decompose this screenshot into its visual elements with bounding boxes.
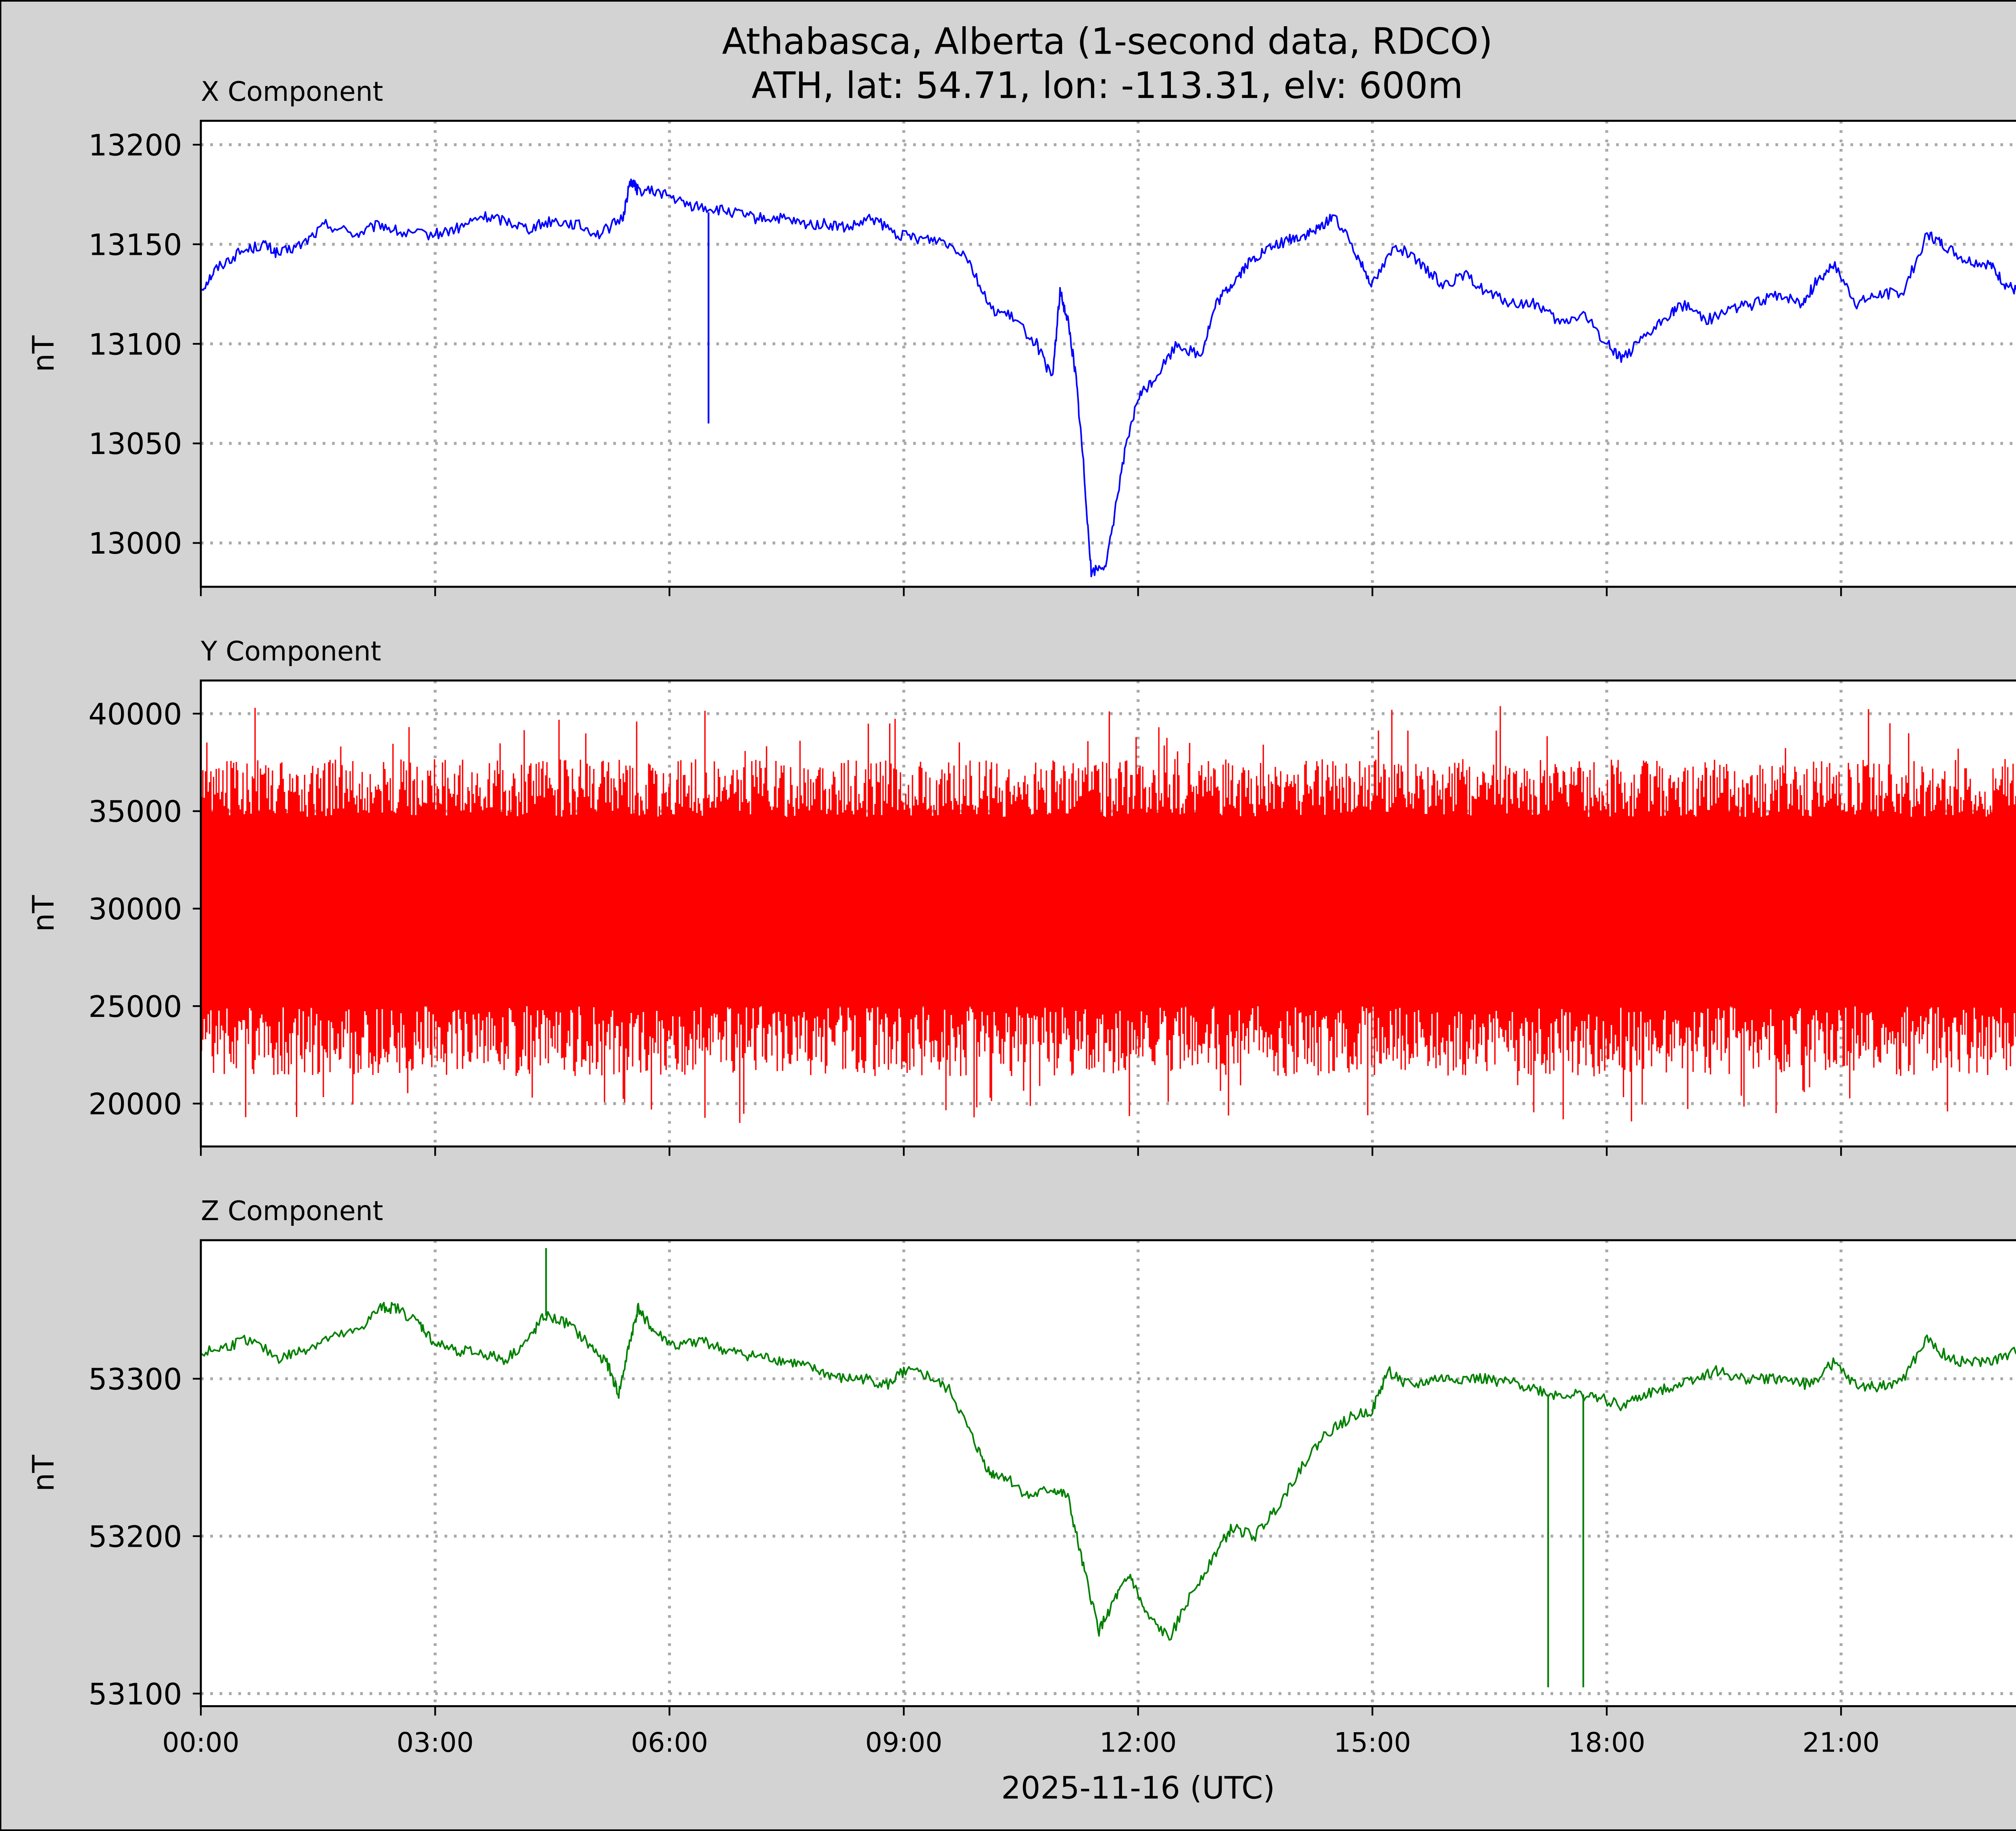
y-component-x-ticks bbox=[200, 1146, 1842, 1156]
y-component-y-tick-label: 25000 bbox=[88, 990, 182, 1024]
z-component-y-tick-label: 53200 bbox=[88, 1520, 182, 1554]
z-component-y-tick-label: 53300 bbox=[88, 1362, 182, 1397]
x-tick-label: 18:00 bbox=[1568, 1727, 1645, 1758]
x-component-y-tick-label: 13100 bbox=[88, 327, 182, 362]
x-tick-label: 21:00 bbox=[1802, 1727, 1879, 1758]
z-component-frame bbox=[200, 1239, 2016, 1707]
x-component-panel: X Component 13000 13050 13100 13150 13200 nT bbox=[27, 76, 2016, 596]
z-component-spikes bbox=[545, 1248, 1584, 1687]
x-component-y-tick-label: 13150 bbox=[88, 228, 182, 262]
x-tick-label: 09:00 bbox=[865, 1727, 942, 1758]
x-component-grid bbox=[201, 121, 2016, 587]
y-component-line bbox=[201, 706, 2016, 1123]
z-component-y-ticks: 53100 53200 53300 bbox=[88, 1362, 201, 1712]
y-component-y-tick-label: 40000 bbox=[88, 697, 182, 731]
x-component-ylabel: nT bbox=[27, 335, 61, 372]
y-component-y-ticks: 20000 25000 30000 35000 40000 bbox=[88, 697, 201, 1122]
y-component-panel: Y Component 20000 25000 30000 35000 40000 nT bbox=[27, 635, 2016, 1156]
z-component-panel: Z Component 53100 53200 53300 00:00 03:00 06… bbox=[27, 1195, 2016, 1758]
x-component-y-tick-label: 13000 bbox=[88, 527, 182, 561]
z-component-y-tick-label: 53100 bbox=[88, 1677, 182, 1712]
x-component-y-ticks: 13000 13050 13100 13150 13200 bbox=[88, 128, 201, 561]
y-component-y-tick-label: 35000 bbox=[88, 795, 182, 829]
x-axis-label: 2025-11-16 (UTC) bbox=[1001, 1771, 1275, 1806]
x-tick-label: 12:00 bbox=[1100, 1727, 1177, 1758]
y-component-ylabel: nT bbox=[27, 895, 61, 932]
x-component-y-tick-label: 13200 bbox=[88, 128, 182, 162]
z-component-line bbox=[200, 1302, 2016, 1641]
y-component-y-tick-label: 30000 bbox=[88, 892, 182, 927]
x-component-line bbox=[200, 178, 2016, 577]
z-component-ylabel: nT bbox=[27, 1455, 61, 1491]
x-component-axes bbox=[201, 121, 2016, 587]
z-component-axes bbox=[201, 1240, 2016, 1706]
y-component-title: Y Component bbox=[200, 635, 381, 667]
x-component-x-ticks bbox=[200, 587, 1842, 596]
figure-title-line2: ATH, lat: 54.71, lon: -113.31, elv: 600m bbox=[752, 65, 1463, 107]
x-component-title: X Component bbox=[201, 76, 383, 107]
z-component-grid bbox=[201, 1240, 2016, 1706]
x-tick-label: 03:00 bbox=[397, 1727, 474, 1758]
x-tick-label: 00:00 bbox=[162, 1727, 239, 1758]
x-component-y-tick-label: 13050 bbox=[88, 427, 182, 461]
z-component-title: Z Component bbox=[201, 1195, 383, 1227]
y-component-y-tick-label: 20000 bbox=[88, 1087, 182, 1122]
z-component-x-ticks: 00:00 03:00 06:00 09:00 12:00 15:00 18:00 21:00 bbox=[162, 1706, 1880, 1758]
figure-title-line1: Athabasca, Alberta (1-second data, RDCO) bbox=[722, 21, 1493, 63]
x-tick-label: 06:00 bbox=[631, 1727, 708, 1758]
x-tick-label: 15:00 bbox=[1334, 1727, 1411, 1758]
